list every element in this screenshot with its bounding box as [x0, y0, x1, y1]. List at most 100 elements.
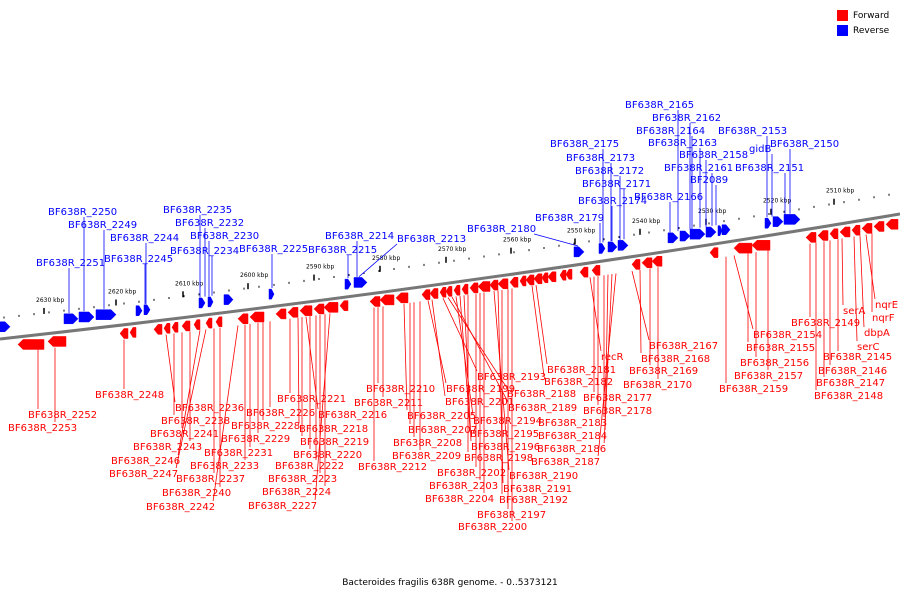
forward-gene-label: BF638R_2148 — [814, 391, 883, 402]
forward-gene-label: BF638R_2226 — [246, 408, 315, 419]
forward-gene-arrow — [129, 327, 137, 338]
forward-gene-arrow — [533, 273, 543, 285]
forward-gene-arrow — [469, 282, 479, 294]
forward-gene-label: BF638R_2196 — [471, 442, 540, 453]
forward-gene-label: BF638R_2193 — [477, 372, 546, 383]
reverse-gene-label: BF638R_2166 — [634, 192, 703, 203]
forward-leader-line — [447, 297, 508, 389]
forward-gene-label: BF638R_2247 — [109, 469, 178, 480]
reverse-leader-line — [533, 233, 579, 247]
forward-gene-label: BF638R_2183 — [538, 418, 607, 429]
forward-gene-arrow — [733, 242, 753, 254]
forward-gene-arrow — [509, 276, 519, 288]
forward-gene-arrow — [249, 311, 265, 323]
forward-gene-label: BF638R_2169 — [629, 366, 698, 377]
forward-leader-line — [859, 235, 865, 328]
reverse-gene-arrow — [772, 216, 784, 227]
forward-gene-label: BF638R_2187 — [531, 457, 600, 468]
forward-gene-arrow — [215, 316, 223, 328]
forward-gene-label: BF638R_2203 — [429, 481, 498, 492]
reverse-gene-label: BF2089 — [690, 175, 728, 186]
forward-gene-arrow — [395, 292, 409, 304]
reverse-gene-label: BF638R_2179 — [535, 213, 604, 224]
forward-gene-arrow — [641, 257, 653, 269]
forward-leader-line — [463, 295, 472, 442]
forward-leader-line — [639, 269, 642, 354]
reverse-gene-label: BF638R_2235 — [163, 205, 232, 216]
reverse-gene-label: BF638R_2225 — [239, 244, 308, 255]
forward-gene-arrow — [477, 281, 491, 292]
forward-leader-line — [865, 234, 876, 300]
reverse-gene-arrow — [0, 321, 11, 333]
forward-gene-label: BF638R_2233 — [190, 461, 259, 472]
forward-gene-arrow — [379, 294, 395, 306]
tick-label: 2590 kbp — [306, 264, 334, 271]
forward-leader-line — [427, 300, 447, 384]
reverse-gene-arrow — [143, 304, 151, 315]
forward-gene-arrow — [429, 288, 439, 299]
forward-leader-line — [589, 277, 602, 352]
forward-leader-line — [535, 285, 548, 365]
forward-gene-label: BF638R_2208 — [393, 438, 462, 449]
reverse-gene-label: BF638R_2153 — [718, 126, 787, 137]
tick-label: 2620 kbp — [108, 288, 136, 295]
forward-gene-arrow — [153, 324, 163, 335]
tick-label: 2600 kbp — [240, 272, 268, 279]
reverse-gene-label: BF638R_2230 — [190, 231, 259, 242]
forward-gene-label: BF638R_2199 — [446, 384, 515, 395]
reverse-leader-line — [358, 243, 398, 277]
tick-label: 2550 kbp — [567, 227, 595, 234]
reverse-gene-label: BF638R_2171 — [582, 179, 651, 190]
reverse-swatch — [837, 25, 848, 36]
forward-gene-label: BF638R_2188 — [507, 389, 576, 400]
forward-gene-arrow — [559, 269, 567, 281]
reverse-gene-arrow — [344, 278, 352, 290]
forward-gene-arrow — [439, 286, 447, 298]
forward-gene-label: BF638R_2170 — [623, 380, 692, 391]
forward-gene-arrow — [651, 256, 663, 267]
forward-gene-label: BF638R_2219 — [300, 437, 369, 448]
legend-forward: Forward — [837, 8, 889, 23]
forward-gene-label: BF638R_2168 — [641, 354, 710, 365]
reverse-gene-label: BF638R_2158 — [679, 150, 748, 161]
forward-leader-line — [403, 303, 408, 411]
forward-gene-label: BF638R_2186 — [537, 444, 606, 455]
reverse-gene-label: BF638R_2175 — [550, 139, 619, 150]
forward-leader-line — [212, 325, 239, 502]
tick-label: 2610 kbp — [175, 280, 203, 287]
forward-gene-arrow — [829, 228, 839, 239]
forward-gene-label: BF638R_2216 — [318, 410, 387, 421]
legend-forward-label: Forward — [853, 10, 890, 21]
reverse-gene-arrow — [573, 246, 585, 258]
forward-gene-arrow — [861, 223, 873, 234]
forward-gene-arrow — [205, 317, 213, 329]
reverse-gene-arrow — [705, 226, 717, 238]
forward-gene-label: BF638R_2241 — [150, 429, 219, 440]
forward-gene-label: BF638R_2211 — [354, 398, 423, 409]
forward-gene-arrow — [839, 226, 851, 238]
forward-gene-label: BF638R_2198 — [464, 453, 533, 464]
gene-labels: BF638R_2251 BF638R_2250 BF638R_2249 BF638R_… — [8, 100, 898, 533]
forward-gene-label: BF638R_2220 — [293, 450, 362, 461]
forward-gene-label: BF638R_2197 — [477, 510, 546, 521]
forward-leader-line — [177, 330, 201, 456]
reverse-gene-label: BF638R_2214 — [325, 231, 394, 242]
reverse-gene-label: BF638R_2245 — [104, 254, 173, 265]
forward-gene-label: BF638R_2210 — [366, 384, 435, 395]
reverse-gene-label: BF638R_2150 — [770, 139, 839, 150]
forward-gene-arrow — [525, 274, 535, 286]
forward-gene-arrow — [163, 323, 171, 334]
forward-gene-arrow — [805, 232, 817, 243]
reverse-gene-arrow — [598, 243, 606, 254]
forward-gene-arrow — [119, 328, 129, 339]
forward-gene-label: BF638R_2195 — [470, 429, 539, 440]
reverse-gene-label: BF638R_2250 — [48, 207, 117, 218]
forward-gene-label: BF638R_2194 — [473, 416, 542, 427]
forward-gene-arrow — [339, 300, 349, 311]
reverse-gene-label: BF638R_2162 — [652, 113, 721, 124]
forward-gene-label: BF638R_2181 — [547, 365, 616, 376]
forward-gene-arrow — [181, 320, 191, 332]
label-leader-lines — [37, 110, 876, 521]
forward-gene-label: BF638R_2145 — [823, 352, 892, 363]
